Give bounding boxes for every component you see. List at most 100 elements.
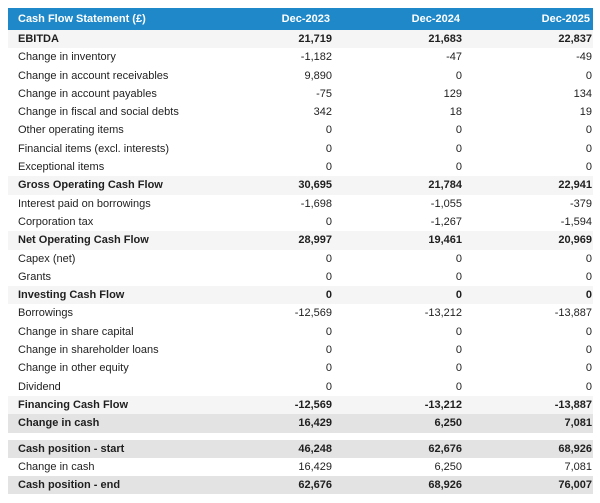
table-row: Financial items (excl. interests) 0 0 0 [8, 139, 593, 159]
table-header-row: Cash Flow Statement (£) Dec-2023 Dec-202… [8, 8, 593, 30]
cell-value: 22,837 [463, 30, 593, 49]
table-row: Borrowings -12,569 -13,212 -13,887 [8, 304, 593, 323]
cell-value: 0 [463, 139, 593, 159]
row-label: Capex (net) [8, 249, 203, 268]
cell-value: 0 [203, 267, 333, 287]
table-row: Cash position - end 62,676 68,926 76,007 [8, 476, 593, 495]
cell-value: 0 [463, 66, 593, 85]
cell-value: 0 [463, 322, 593, 342]
cell-value: -1,055 [333, 194, 463, 213]
cell-value: 0 [333, 139, 463, 159]
row-label: Interest paid on borrowings [8, 194, 203, 213]
table-row: Interest paid on borrowings -1,698 -1,055-… [8, 194, 593, 213]
row-label: Change in cash [8, 414, 203, 433]
cell-value: 0 [333, 158, 463, 177]
cell-value: 0 [463, 359, 593, 378]
row-label: EBITDA [8, 30, 203, 49]
cell-value: 342 [203, 103, 333, 122]
cell-value: -13,887 [463, 395, 593, 415]
cell-value: 6,250 [333, 457, 463, 477]
table-row: Change in account receivables 9,890 0 0 [8, 66, 593, 85]
table-row: Dividend 0 0 0 [8, 377, 593, 396]
cell-value: -12,569 [203, 304, 333, 323]
cell-value: 76,007 [463, 476, 593, 495]
cell-value: -13,887 [463, 304, 593, 323]
table-row: Net Operating Cash Flow 28,997 19,461 20,96… [8, 231, 593, 250]
cash-flow-table: Cash Flow Statement (£) Dec-2023 Dec-202… [8, 8, 593, 433]
row-label: Other operating items [8, 121, 203, 140]
cell-value: 0 [333, 267, 463, 287]
row-label: Grants [8, 267, 203, 287]
row-label: Change in other equity [8, 359, 203, 378]
cell-value: 0 [203, 377, 333, 396]
cell-value: 16,429 [203, 414, 333, 433]
row-label: Change in inventory [8, 48, 203, 67]
table-row: EBITDA 21,719 21,683 22,837 [8, 30, 593, 49]
table-row: Investing Cash Flow 0 0 0 [8, 286, 593, 305]
row-label: Cash position - start [8, 439, 203, 458]
cell-value: 6,250 [333, 414, 463, 433]
cell-value: 0 [463, 158, 593, 177]
row-label: Corporation tax [8, 212, 203, 232]
cell-value: -379 [463, 194, 593, 213]
cell-value: 0 [333, 286, 463, 305]
row-label: Change in fiscal and social debts [8, 103, 203, 122]
cell-value: 62,676 [203, 476, 333, 495]
cell-value: 21,683 [333, 30, 463, 49]
table-row: Financing Cash Flow -12,569 -13,212 -13,887 [8, 395, 593, 415]
cell-value: 21,719 [203, 30, 333, 49]
cell-value: 46,248 [203, 439, 333, 458]
row-label: Net Operating Cash Flow [8, 231, 203, 250]
cell-value: -75 [203, 84, 333, 104]
cell-value: 19 [463, 103, 593, 122]
cell-value: -12,569 [203, 395, 333, 415]
cell-value: 0 [333, 121, 463, 140]
cell-value: 0 [203, 322, 333, 342]
row-label: Financing Cash Flow [8, 395, 203, 415]
cell-value: 0 [463, 249, 593, 268]
table-row: Change in fiscal and social debts 342 18 19 [8, 103, 593, 122]
row-label: Change in shareholder loans [8, 341, 203, 360]
table-title: Cash Flow Statement (£) [8, 8, 203, 30]
cell-value: 0 [463, 377, 593, 396]
cell-value: -47 [333, 48, 463, 67]
table-row: Change in account payables -75 129 134 [8, 84, 593, 104]
row-label: Change in cash [8, 457, 203, 477]
cell-value: 18 [333, 103, 463, 122]
cell-value: 129 [333, 84, 463, 104]
table-row: Change in inventory -1,182 -47 -49 [8, 48, 593, 67]
cell-value: 0 [203, 286, 333, 305]
cell-value: 0 [463, 286, 593, 305]
cell-value: 21,784 [333, 176, 463, 195]
cell-value: 68,926 [333, 476, 463, 495]
table-row: Exceptional items 0 0 0 [8, 158, 593, 177]
cell-value: 0 [333, 377, 463, 396]
cell-value: 30,695 [203, 176, 333, 195]
table-row: Change in cash 16,429 6,250 7,081 [8, 457, 593, 477]
cell-value: 0 [203, 359, 333, 378]
cell-value: 134 [463, 84, 593, 104]
cell-value: 0 [333, 322, 463, 342]
row-label: Gross Operating Cash Flow [8, 176, 203, 195]
cell-value: 19,461 [333, 231, 463, 250]
table-row: Cash position - start 46,248 62,676 68,926 [8, 439, 593, 458]
cell-value: -1,267 [333, 212, 463, 232]
cell-value: 0 [203, 249, 333, 268]
cell-value: 7,081 [463, 414, 593, 433]
cell-value: -13,212 [333, 304, 463, 323]
cell-value: -49 [463, 48, 593, 67]
table-row: Change in shareholder loans 0 0 0 [8, 341, 593, 360]
row-label: Investing Cash Flow [8, 286, 203, 305]
cell-value: 7,081 [463, 457, 593, 477]
table-row: Change in other equity 0 0 0 [8, 359, 593, 378]
column-header-dec-2024: Dec-2024 [333, 8, 463, 30]
cell-value: 0 [463, 341, 593, 360]
cell-value: 22,941 [463, 176, 593, 195]
cell-value: 0 [203, 139, 333, 159]
table-row: Gross Operating Cash Flow 30,695 21,784 22,… [8, 176, 593, 195]
cell-value: 0 [333, 66, 463, 85]
row-label: Change in account receivables [8, 66, 203, 85]
cell-value: 9,890 [203, 66, 333, 85]
row-label: Cash position - end [8, 476, 203, 495]
